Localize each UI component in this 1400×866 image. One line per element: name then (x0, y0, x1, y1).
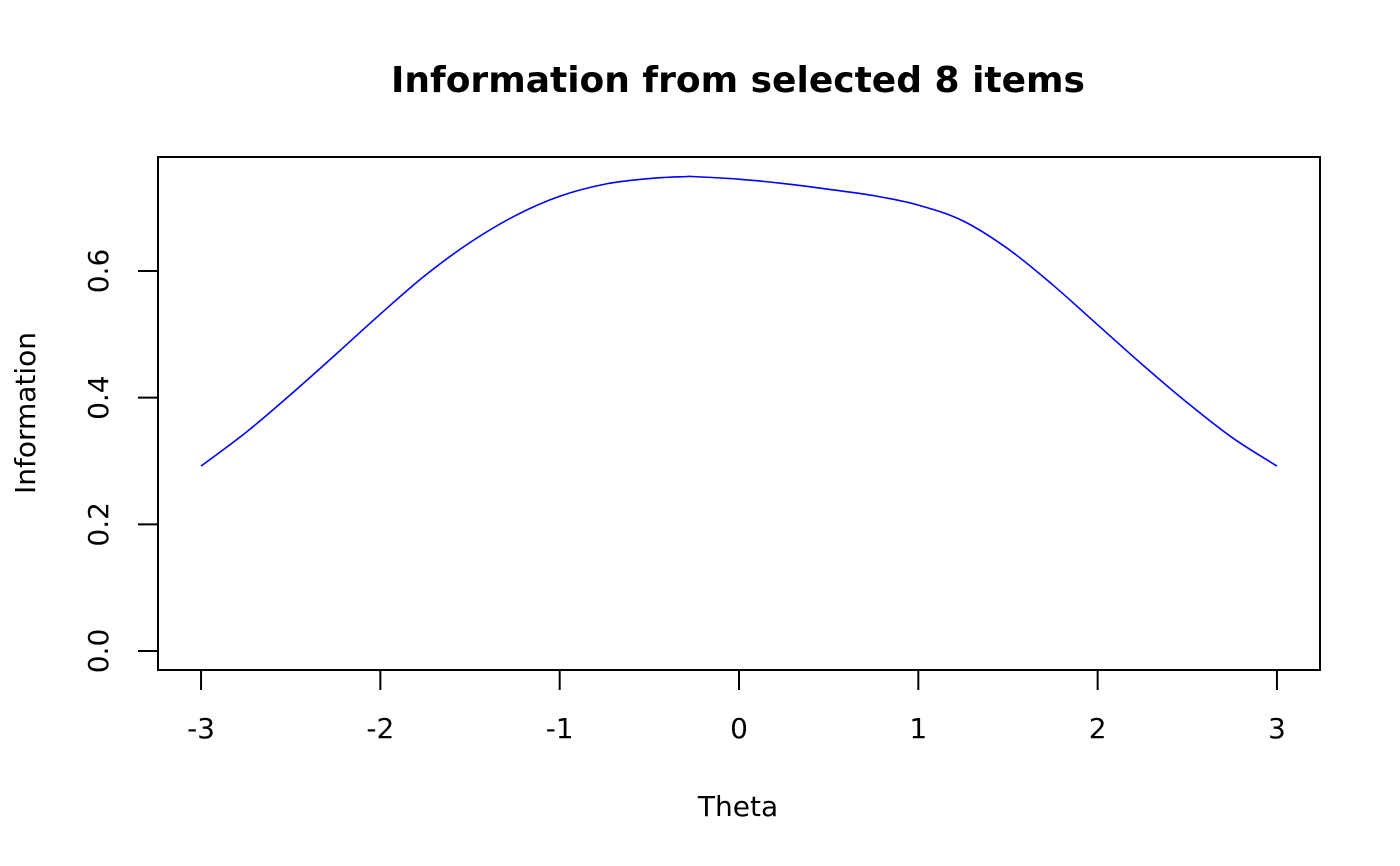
y-tick-label: 0.4 (82, 375, 115, 420)
chart-title: Information from selected 8 items (391, 60, 1085, 101)
x-tick-label: -3 (187, 712, 215, 745)
y-tick-label: 0.6 (82, 249, 115, 294)
y-axis-label: Information (9, 332, 42, 494)
series-layer (200, 175, 1278, 467)
x-tick-label: 0 (730, 712, 748, 745)
x-tick-label: -2 (366, 712, 394, 745)
y-axis: 0.0 0.2 0.4 0.6 (82, 249, 159, 674)
plot-frame (157, 156, 1321, 671)
x-axis-label: Theta (697, 790, 778, 823)
x-axis: -3 -2 -1 0 1 2 3 (187, 669, 1286, 745)
x-tick-label: 1 (909, 712, 927, 745)
x-tick-label: 3 (1268, 712, 1286, 745)
x-tick-label: -1 (546, 712, 574, 745)
x-tick-label: 2 (1089, 712, 1107, 745)
y-tick-label: 0.2 (82, 502, 115, 547)
information-curve (200, 175, 1278, 467)
y-tick-label: 0.0 (82, 629, 115, 674)
